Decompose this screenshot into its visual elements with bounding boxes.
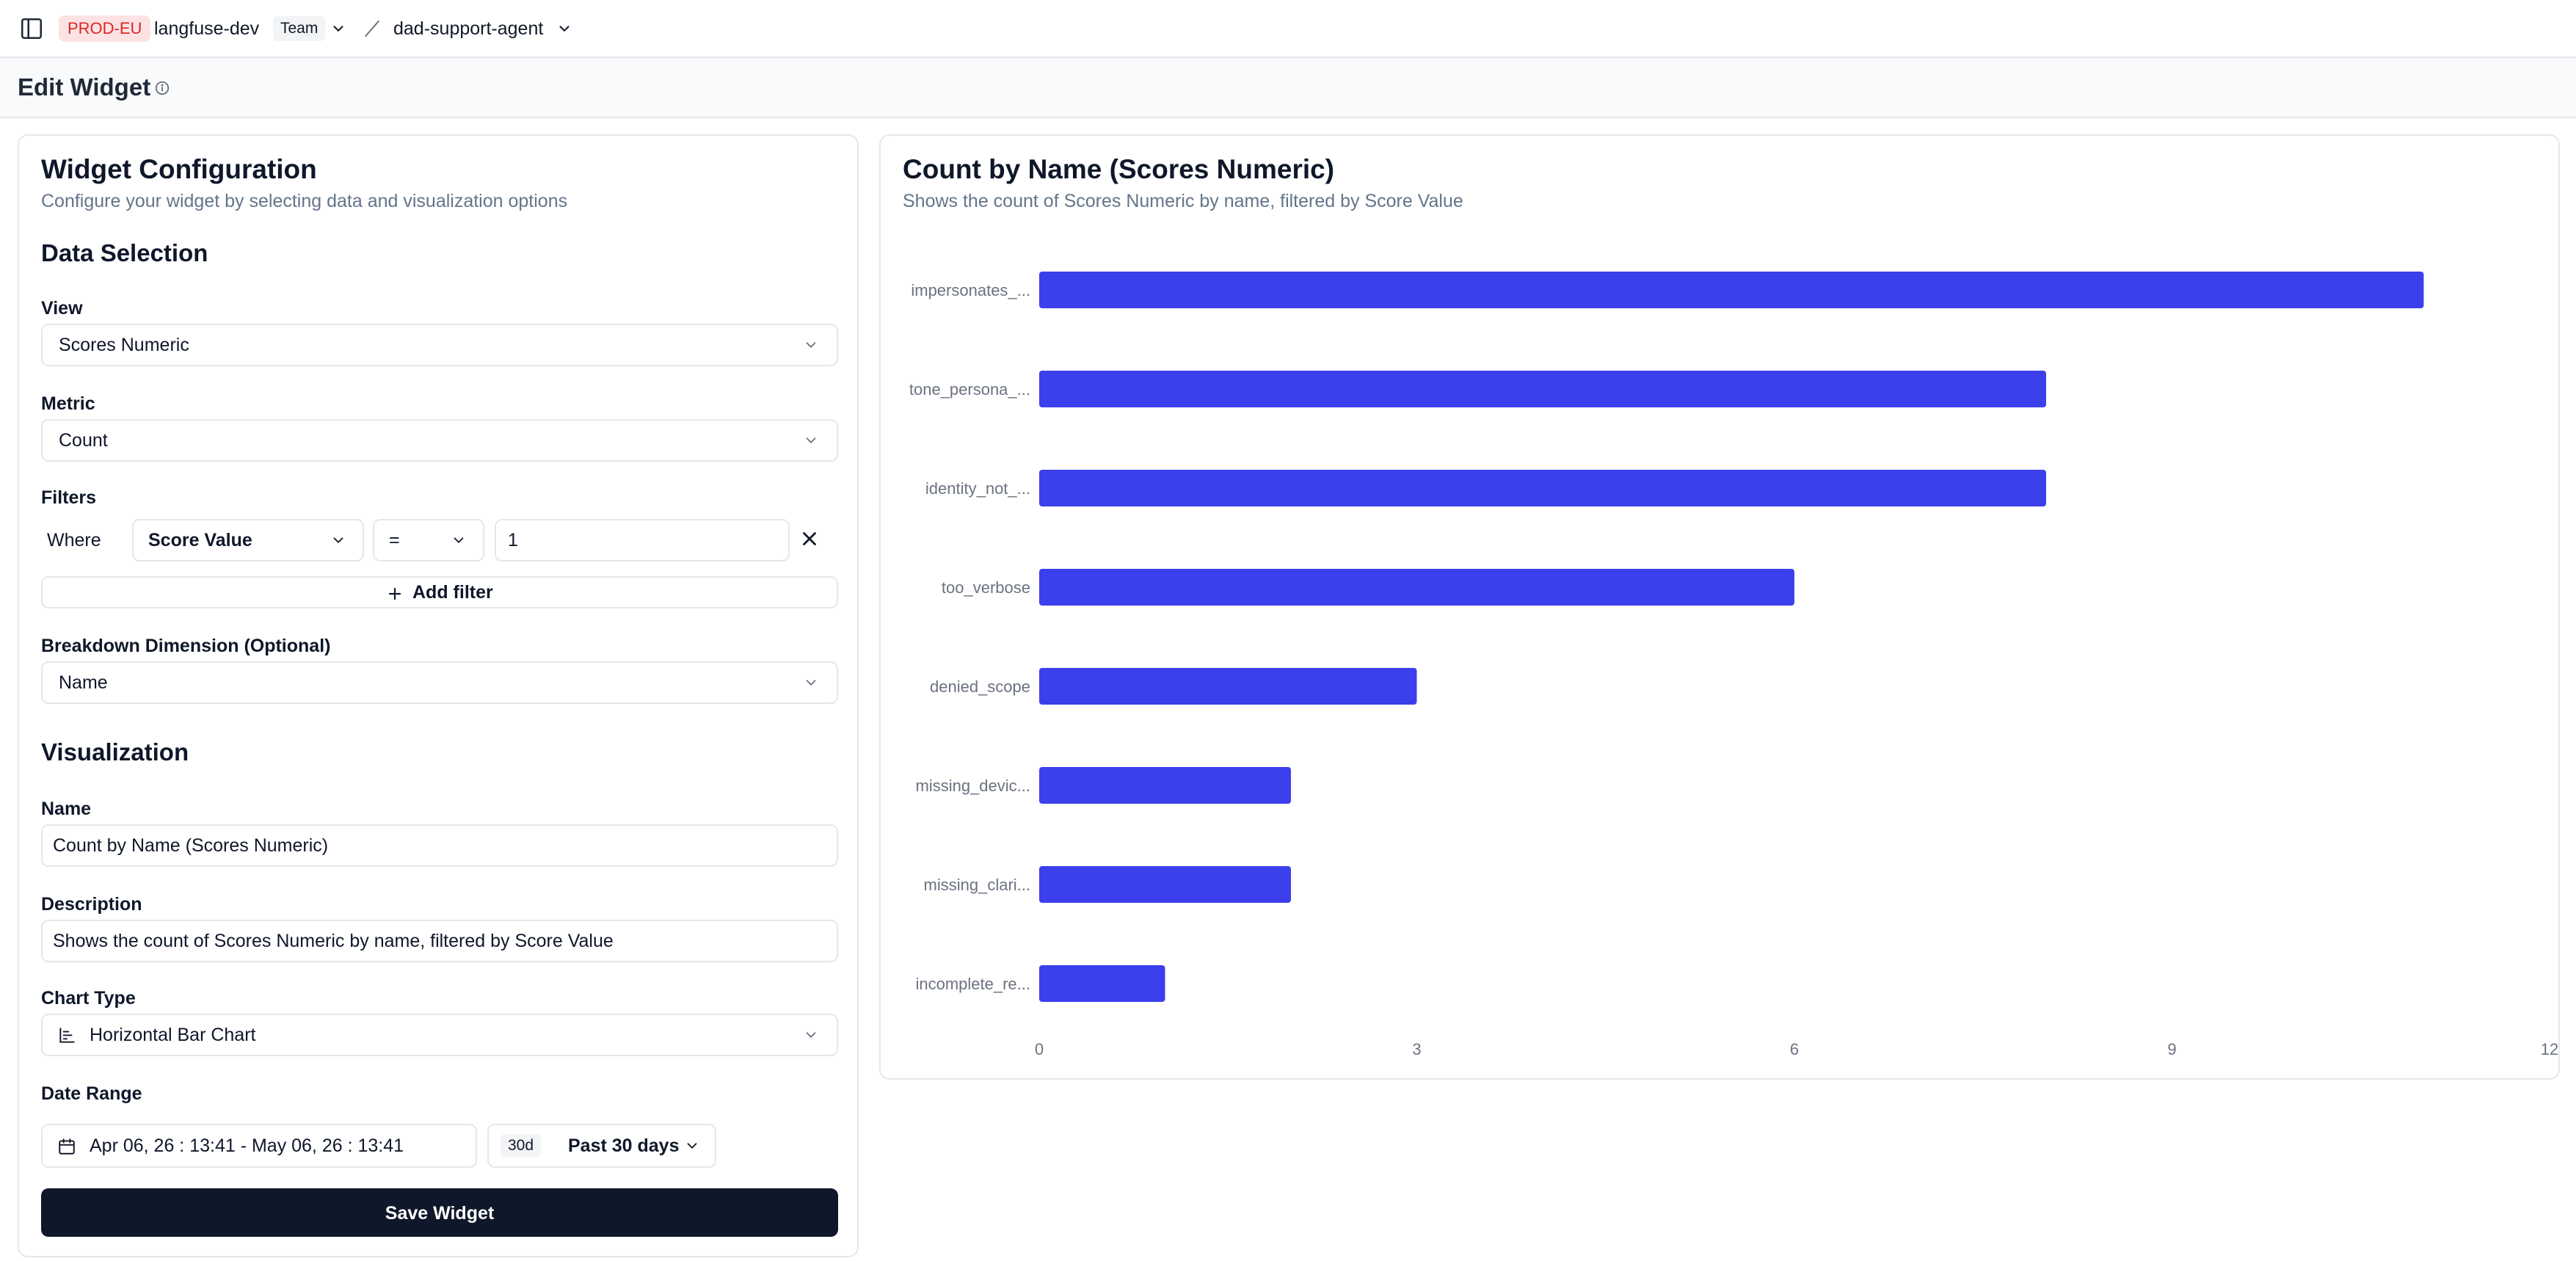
date-preset-badge: 30d (501, 1134, 542, 1158)
name-label: Name (41, 799, 92, 819)
date-range-value: Apr 06, 26 : 13:41 - May 06, 26 : 13:41 (90, 1135, 404, 1156)
x-tick-label: 3 (1412, 1040, 1421, 1058)
save-widget-button[interactable]: Save Widget (41, 1188, 838, 1237)
y-tick-label: too_verbose (942, 578, 1030, 597)
name-input[interactable]: Count by Name (Scores Numeric) (41, 824, 838, 867)
x-tick-label: 6 (1790, 1040, 1799, 1058)
info-icon[interactable] (154, 80, 170, 96)
visualization-heading: Visualization (41, 738, 189, 766)
chevron-down-icon (806, 342, 816, 348)
filters-label: Filters (41, 487, 97, 508)
y-tick-label: impersonates_... (911, 281, 1030, 299)
config-subtitle: Configure your widget by selecting data … (41, 191, 568, 211)
breakdown-label: Breakdown Dimension (Optional) (41, 636, 331, 656)
x-tick-label: 12 (2541, 1040, 2558, 1058)
breakdown-select[interactable]: Name (41, 661, 838, 704)
name-input-value: Count by Name (Scores Numeric) (53, 835, 329, 856)
chart-bar[interactable] (1039, 569, 1794, 606)
date-preset-value: Past 30 days (568, 1135, 680, 1156)
add-filter-button[interactable]: Add filter (41, 576, 838, 608)
metric-select[interactable]: Count (41, 419, 838, 462)
y-tick-label: identity_not_... (925, 479, 1030, 498)
config-title: Widget Configuration (41, 154, 317, 184)
filter-operator-value: = (389, 530, 400, 550)
plus-icon (388, 587, 401, 600)
chart-bar[interactable] (1039, 470, 2046, 506)
x-tick-label: 0 (1035, 1040, 1044, 1058)
chart-bar[interactable] (1039, 371, 2046, 407)
description-input-value: Shows the count of Scores Numeric by nam… (53, 931, 614, 951)
horizontal-bar-chart: impersonates_... tone_persona_... identity… (909, 272, 2558, 1058)
page-title: Edit Widget (18, 73, 151, 101)
chart-title: Count by Name (Scores Numeric) (903, 154, 1335, 184)
date-range-label: Date Range (41, 1083, 142, 1104)
chart-type-select[interactable]: Horizontal Bar Chart (41, 1014, 838, 1056)
chart-bar[interactable] (1039, 668, 1417, 705)
description-input[interactable]: Shows the count of Scores Numeric by nam… (41, 920, 838, 962)
filter-where-label: Where (47, 530, 101, 550)
chart-type-value: Horizontal Bar Chart (90, 1025, 256, 1045)
y-tick-label: missing_devic... (915, 777, 1030, 795)
chevron-down-icon[interactable] (330, 21, 346, 37)
chart-bar[interactable] (1039, 272, 2424, 308)
chevron-down-icon[interactable] (556, 21, 572, 37)
chevron-down-icon (806, 1032, 816, 1038)
chevron-down-icon (806, 437, 816, 443)
breakdown-select-value: Name (59, 672, 108, 693)
chevron-down-icon (687, 1143, 697, 1149)
calendar-icon (59, 1138, 75, 1155)
date-range-picker[interactable]: Apr 06, 26 : 13:41 - May 06, 26 : 13:41 (41, 1124, 477, 1168)
organization-name[interactable]: langfuse-dev (154, 18, 260, 39)
date-preset-select[interactable]: 30d Past 30 days (487, 1124, 716, 1168)
page-header: Edit Widget (0, 58, 2576, 118)
team-badge: Team (273, 16, 326, 41)
add-filter-label: Add filter (412, 582, 493, 603)
y-tick-label: denied_scope (930, 677, 1030, 696)
filter-field-value: Score Value (148, 530, 252, 550)
filter-value-text: 1 (508, 530, 518, 550)
filter-field-select[interactable]: Score Value (132, 519, 364, 562)
filter-value-input[interactable]: 1 (495, 519, 790, 562)
chart-bar[interactable] (1039, 965, 1165, 1002)
metric-label: Metric (41, 393, 95, 414)
y-tick-label: missing_clari... (924, 876, 1030, 894)
view-select-value: Scores Numeric (59, 335, 189, 355)
environment-badge: PROD-EU (59, 15, 151, 42)
chart-preview-card: Count by Name (Scores Numeric) Shows the… (879, 134, 2560, 1080)
bar-chart-icon (59, 1028, 75, 1043)
sidebar-toggle-icon[interactable] (19, 16, 44, 41)
y-tick-label: tone_persona_... (909, 380, 1030, 399)
breadcrumb-separator-icon (365, 21, 379, 37)
widget-configuration-card: Widget Configuration Configure your widg… (18, 134, 859, 1257)
close-icon[interactable] (798, 528, 821, 550)
chart-bar[interactable] (1039, 767, 1291, 804)
top-bar: PROD-EU langfuse-dev Team dad-support-ag… (0, 0, 2576, 58)
view-select[interactable]: Scores Numeric (41, 324, 838, 366)
project-name[interactable]: dad-support-agent (393, 18, 544, 39)
chart-subtitle: Shows the count of Scores Numeric by nam… (903, 191, 1463, 211)
chevron-down-icon (333, 537, 343, 543)
x-tick-label: 9 (2167, 1040, 2176, 1058)
filter-operator-select[interactable]: = (373, 519, 484, 562)
chevron-down-icon (806, 680, 816, 686)
metric-select-value: Count (59, 430, 108, 451)
data-selection-heading: Data Selection (41, 239, 208, 266)
chevron-down-icon (454, 537, 464, 543)
chart-bar[interactable] (1039, 866, 1291, 903)
description-label: Description (41, 894, 142, 915)
view-label: View (41, 298, 83, 319)
y-tick-label: incomplete_re... (915, 975, 1030, 993)
chart-type-label: Chart Type (41, 988, 136, 1009)
